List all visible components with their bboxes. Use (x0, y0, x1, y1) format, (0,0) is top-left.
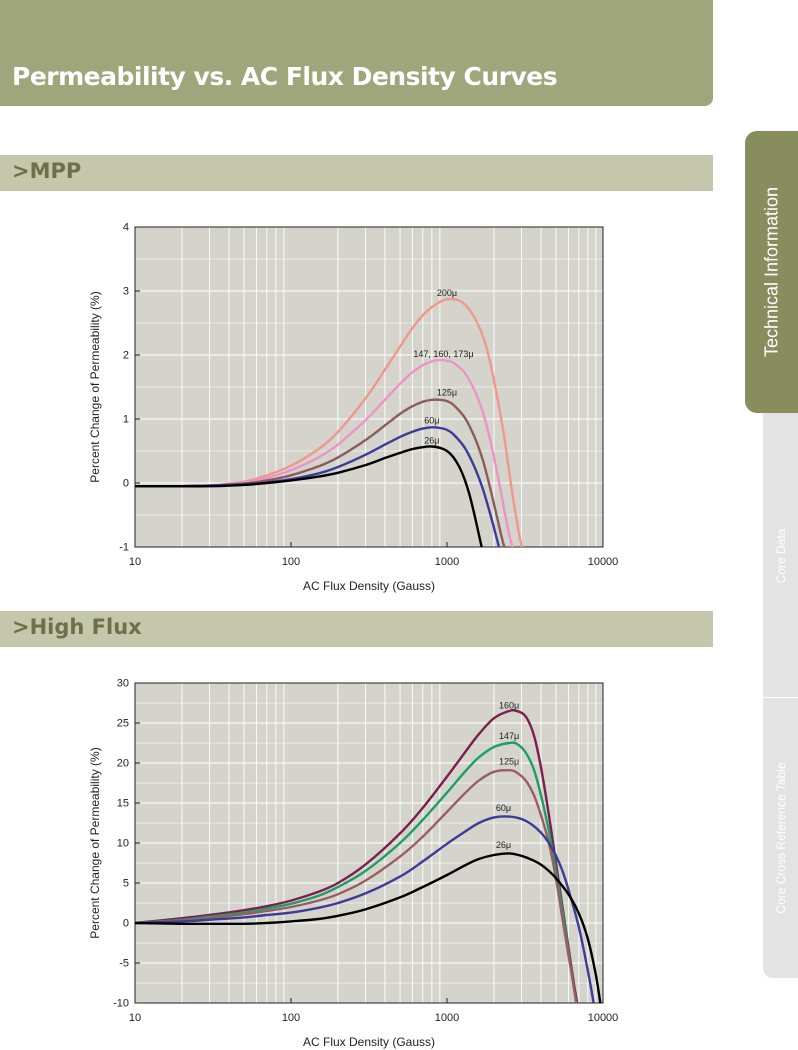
page-title: Permeability vs. AC Flux Density Curves (12, 62, 558, 91)
section-title-high-flux: >High Flux (12, 615, 142, 639)
y-tick-label: 15 (117, 798, 129, 810)
x-tick-label: 1000 (435, 1012, 459, 1024)
x-tick-label: 10000 (588, 1012, 619, 1024)
section-header-high-flux: >High Flux (0, 611, 713, 647)
series-label: 125μ (499, 757, 519, 767)
series-label: 125μ (437, 387, 457, 397)
series-line (135, 445, 483, 547)
y-tick-label: -1 (119, 542, 129, 554)
plot-frame (134, 226, 604, 548)
series-label: 60μ (496, 803, 511, 813)
chevron-right-icon: > (12, 159, 30, 183)
series-line (135, 398, 506, 547)
series-label: 160μ (499, 701, 519, 711)
series-line (135, 815, 595, 1003)
series-group (135, 297, 524, 547)
y-tick-label: -5 (119, 958, 129, 970)
series-label: 60μ (424, 415, 439, 425)
chart-high-flux: -10 -5 0 5 10 15 20 25 30 10 100 1000 10000 AC Flux D… (88, 678, 619, 1050)
series-label: 26μ (496, 840, 511, 850)
y-tick-label: 20 (117, 758, 129, 770)
series-line (135, 358, 514, 547)
y-tick-label: 4 (123, 222, 129, 234)
x-axis-label: AC Flux Density (Gauss) (303, 1035, 435, 1049)
tab-core-cross-reference-label: Core Cross Reference Table (773, 762, 788, 914)
series-group (135, 709, 602, 1003)
section-header-mpp: >MPP (0, 155, 713, 191)
tab-core-data[interactable]: Core Data (763, 413, 798, 698)
y-tick-label: 2 (123, 350, 129, 362)
y-tick-label: 10 (117, 838, 129, 850)
chevron-right-icon: > (12, 615, 30, 639)
series-line (135, 709, 579, 1003)
y-tick-label: 1 (123, 414, 129, 426)
section-title-mpp: >MPP (12, 159, 82, 183)
tab-separator (763, 697, 798, 698)
series-label: 147μ (499, 731, 519, 741)
y-tick-label: 3 (123, 286, 129, 298)
series-line (135, 741, 578, 1003)
tab-technical-information-label: Technical Information (761, 186, 781, 358)
tab-technical-information[interactable]: Technical Information (745, 131, 798, 413)
x-tick-label: 10 (129, 1012, 141, 1024)
x-tick-label: 10000 (588, 556, 619, 568)
y-axis-label: Percent Change of Permeability (%) (88, 747, 102, 938)
series-line (135, 297, 524, 547)
series-label: 26μ (424, 435, 439, 445)
x-tick-label: 10 (129, 556, 141, 568)
y-tick-label: 30 (117, 678, 129, 690)
tab-core-data-label: Core Data (773, 528, 788, 583)
y-tick-label: 25 (117, 718, 129, 730)
series-line (135, 852, 602, 1003)
page-header: Permeability vs. AC Flux Density Curves (0, 0, 713, 106)
y-axis-label: Percent Change of Permeability (%) (88, 291, 102, 482)
x-tick-label: 1000 (435, 556, 459, 568)
x-tick-label: 100 (282, 1012, 300, 1024)
tab-core-cross-reference-table[interactable]: Core Cross Reference Table (763, 698, 798, 978)
series-label: 200μ (437, 288, 457, 298)
y-tick-label: 5 (123, 878, 129, 890)
series-label: 147, 160, 173μ (413, 349, 473, 359)
chart-mpp: -1 0 1 2 3 4 10 100 1000 10000 AC Flux Density (Ga… (88, 222, 619, 594)
x-tick-label: 100 (282, 556, 300, 568)
y-tick-label: 0 (123, 918, 129, 930)
y-tick-label: 0 (123, 478, 129, 490)
y-tick-label: -10 (113, 998, 129, 1010)
x-axis-label: AC Flux Density (Gauss) (303, 579, 435, 593)
